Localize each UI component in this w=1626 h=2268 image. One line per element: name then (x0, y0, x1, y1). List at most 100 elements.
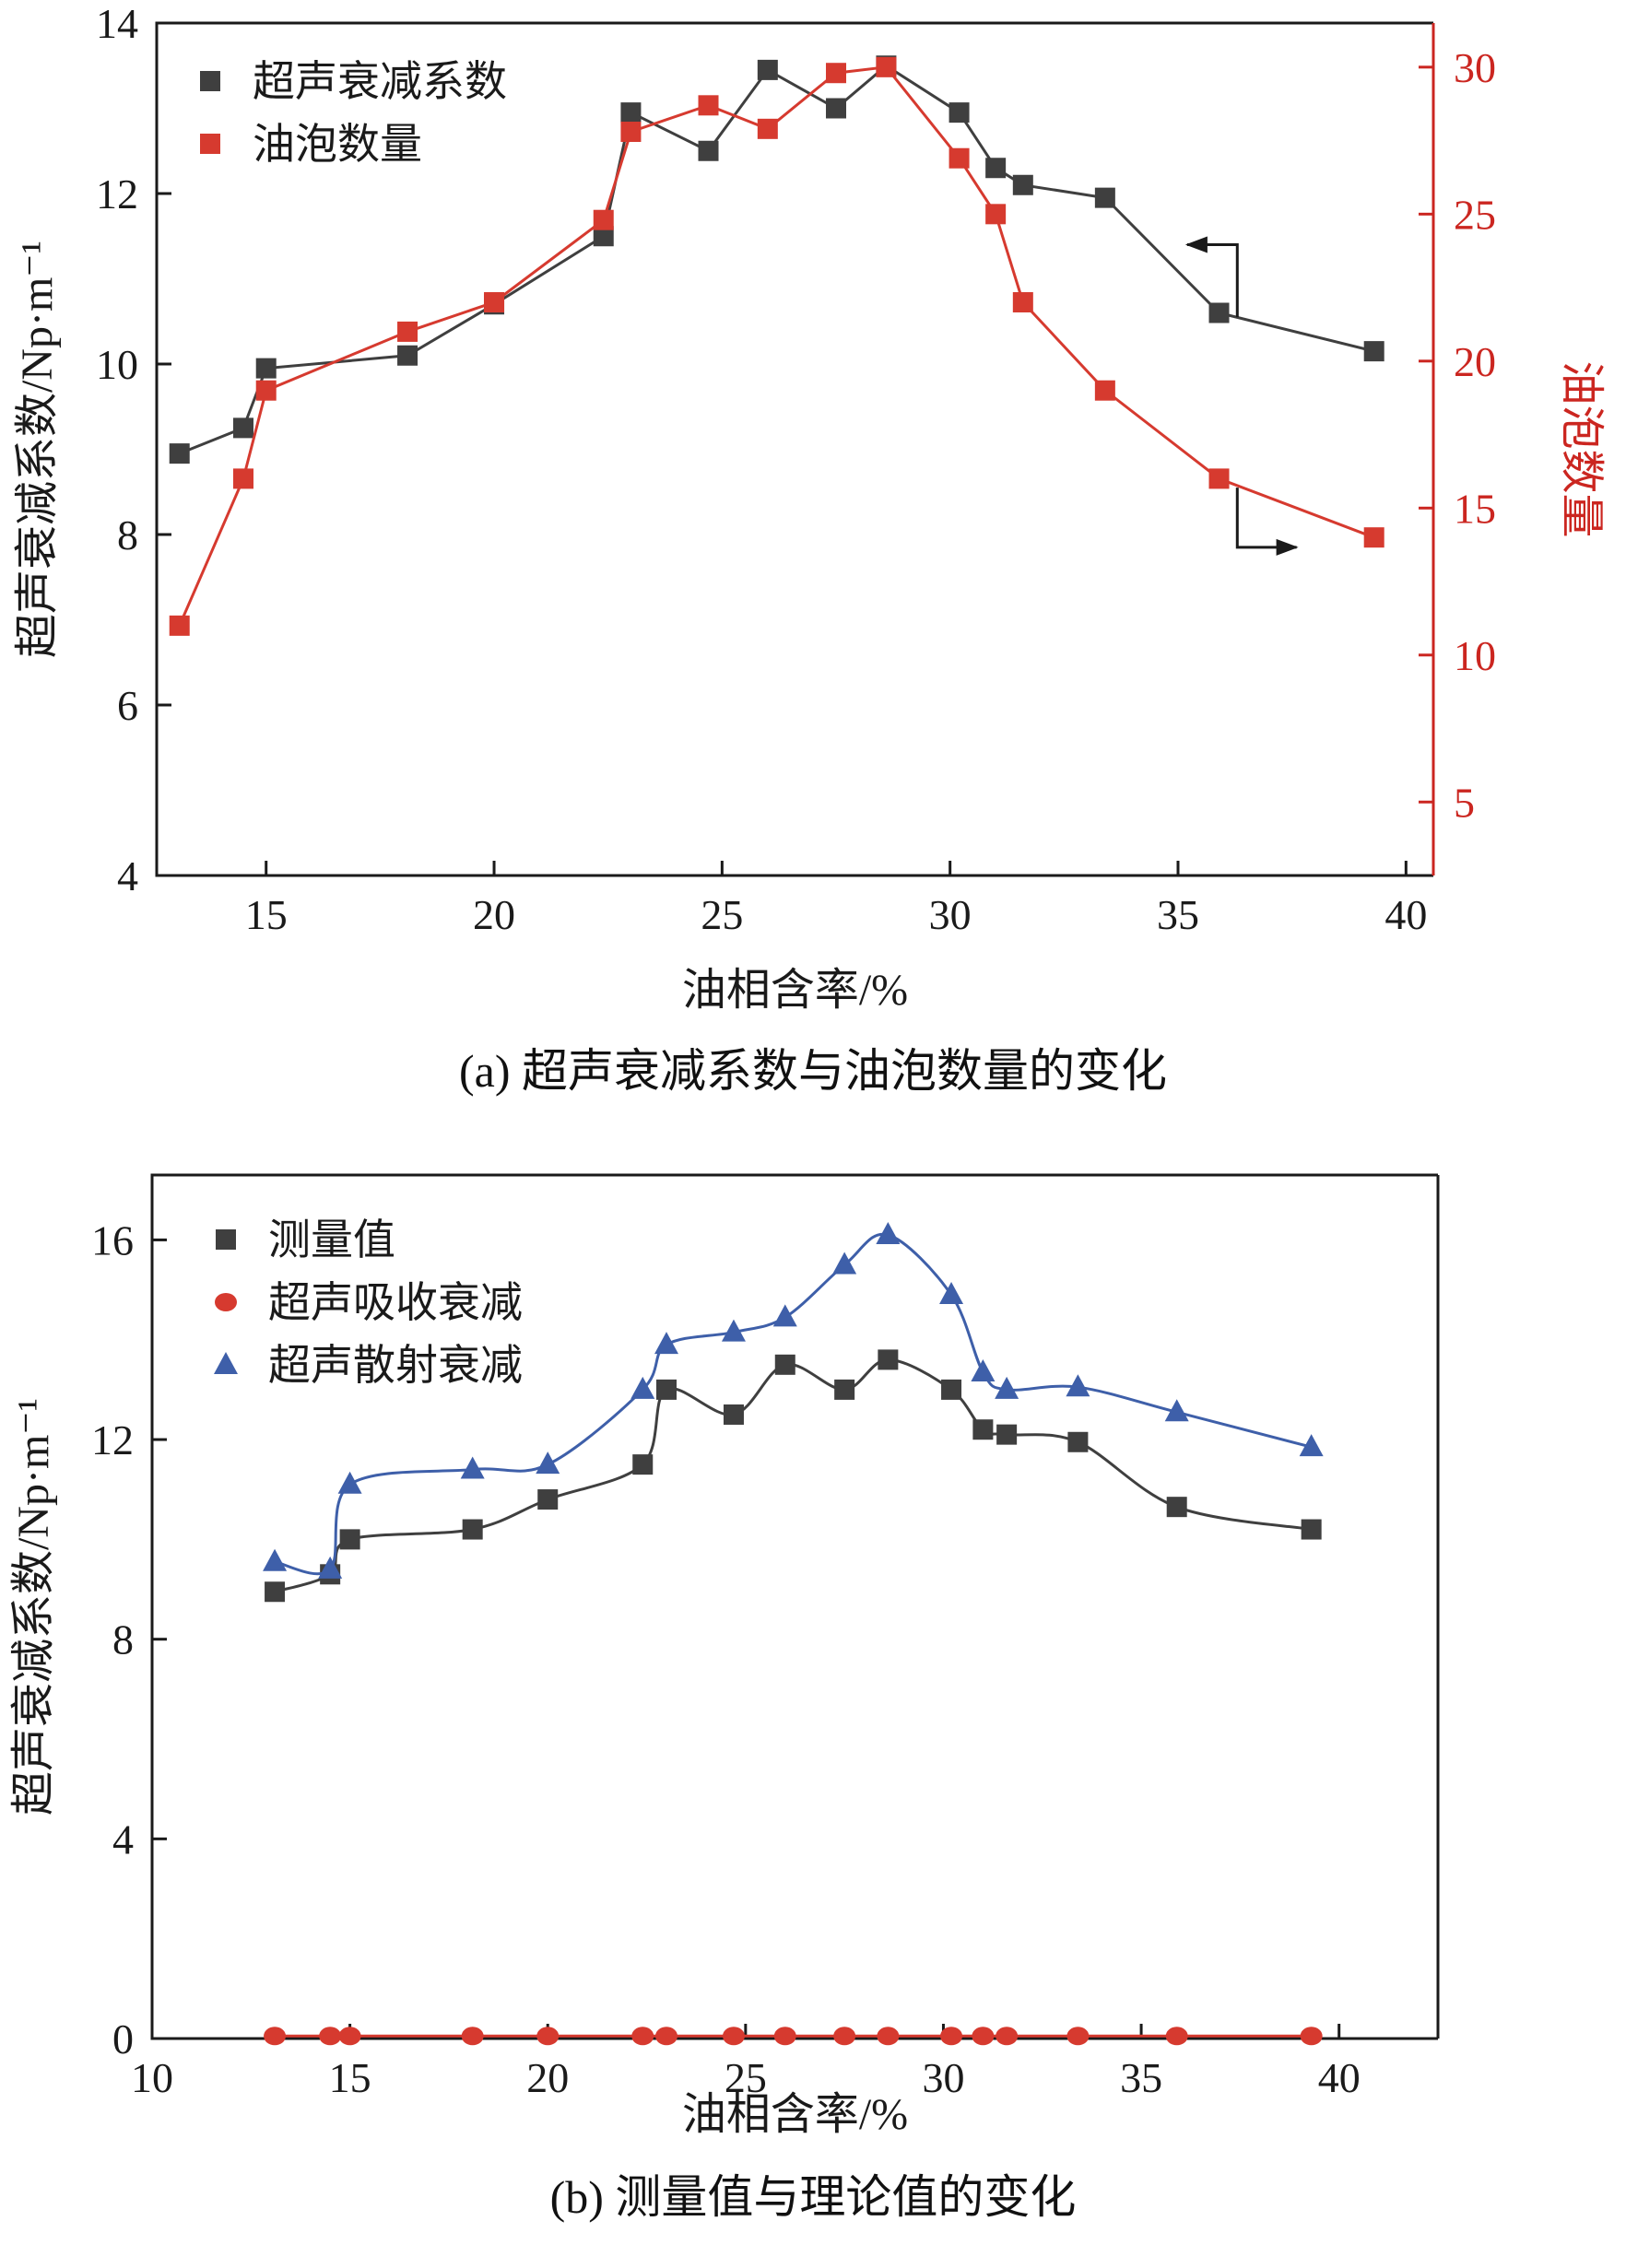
chart-b-plot: 10 15 20 25 30 35 40 0 4 8 12 16 油相含率/% 超声衰减系数/Np·m⁻¹… (9, 1173, 1440, 2139)
data-point-marker (1363, 527, 1384, 548)
x-tick-label: 15 (245, 891, 288, 938)
legend-label: 超声衰减系数 (253, 58, 507, 105)
data-point-marker (1094, 187, 1115, 208)
data-point-marker (630, 1376, 655, 1399)
data-point-marker (1066, 2027, 1090, 2046)
data-point-marker (462, 1519, 483, 1540)
data-point-marker (264, 2027, 287, 2046)
x-tick-label: 15 (329, 2054, 371, 2101)
data-point-marker (620, 122, 642, 143)
series-line-0 (274, 1357, 1312, 1593)
x-tick-label: 35 (1157, 891, 1199, 938)
right-y-tick-label: 20 (1454, 338, 1496, 385)
data-point-marker (593, 226, 614, 247)
x-tick-label: 40 (1384, 891, 1427, 938)
data-point-marker (698, 140, 719, 161)
data-point-marker (1208, 468, 1230, 489)
data-point-marker (1299, 1434, 1324, 1457)
legend-marker-icon (214, 1352, 238, 1374)
legend-label: 油泡数量 (253, 121, 422, 168)
data-point-marker (536, 1451, 560, 1475)
x-tick-label: 25 (725, 2054, 767, 2101)
figure-b-caption: (b) 测量值与理论值的变化 (549, 2171, 1077, 2223)
data-point-marker (996, 1424, 1018, 1445)
data-point-marker (337, 1471, 362, 1494)
data-point-marker (972, 2027, 995, 2046)
legend-marker-icon (215, 1293, 237, 1311)
data-point-marker (774, 1354, 795, 1375)
data-point-marker (338, 2027, 361, 2046)
y-tick-label: 4 (112, 1816, 134, 1863)
right-y-tick-label: 30 (1454, 44, 1496, 91)
data-point-marker (948, 147, 970, 169)
series-markers-2 (263, 1221, 1324, 1579)
data-point-marker (265, 1581, 286, 1603)
data-point-marker (255, 358, 277, 379)
x-tick-label: 20 (526, 2054, 569, 2101)
right-y-tick-label: 10 (1454, 632, 1496, 679)
data-point-marker (1164, 1399, 1189, 1422)
data-point-marker (169, 615, 190, 636)
data-point-marker (876, 56, 897, 77)
x-axis-title: 油相含率/% (682, 2090, 908, 2139)
x-tick-label: 35 (1120, 2054, 1162, 2101)
y-tick-label: 12 (91, 1416, 134, 1463)
data-point-marker (698, 95, 719, 116)
data-point-marker (995, 1376, 1019, 1399)
data-point-marker (834, 1379, 855, 1400)
series-markers-1 (264, 2027, 1323, 2046)
data-point-marker (723, 1404, 744, 1425)
data-point-marker (940, 2027, 963, 2046)
x-tick-label: 30 (922, 2054, 964, 2101)
data-point-marker (1012, 174, 1033, 195)
figure-a-caption: (a) 超声衰减系数与油泡数量的变化 (459, 1045, 1167, 1097)
x-tick-label: 20 (473, 891, 515, 938)
data-point-marker (833, 2027, 856, 2046)
data-point-marker (772, 1304, 797, 1327)
data-point-marker (996, 2027, 1019, 2046)
data-point-marker (397, 321, 418, 342)
data-point-marker (656, 1379, 677, 1400)
data-point-marker (1301, 1519, 1322, 1540)
plot-frame (155, 21, 1433, 877)
legend-label: 测量值 (268, 1216, 395, 1263)
arrowhead-icon (1276, 538, 1299, 556)
data-point-marker (1067, 1431, 1089, 1452)
legend-marker-icon (200, 134, 220, 154)
data-point-marker (319, 2027, 342, 2046)
data-point-marker (948, 102, 970, 123)
right-y-tick-label: 25 (1454, 191, 1496, 238)
y-tick-label: 8 (117, 511, 138, 558)
data-point-marker (655, 2027, 678, 2046)
y-axis-title: 超声衰减系数/Np·m⁻¹ (13, 241, 62, 658)
y-tick-label: 6 (117, 682, 138, 729)
data-point-marker (461, 2027, 484, 2046)
data-point-marker (318, 1556, 343, 1579)
data-point-marker (620, 102, 642, 123)
y-tick-label: 4 (117, 852, 138, 899)
data-point-marker (631, 2027, 654, 2046)
legend-marker-icon (216, 1229, 236, 1250)
data-point-marker (1208, 302, 1230, 323)
data-point-marker (826, 63, 847, 84)
data-point-marker (232, 417, 253, 439)
figure-a: 15 20 25 30 35 40 4 6 8 10 12 14 5 10 15 20 25 30 油相含率/% 超声… (0, 0, 1626, 1103)
right-y-tick-label: 15 (1454, 485, 1496, 532)
data-point-marker (757, 118, 778, 139)
data-point-marker (537, 1489, 559, 1510)
legend-label: 超声散射衰减 (268, 1342, 523, 1389)
data-point-marker (536, 2027, 560, 2046)
data-point-marker (876, 1221, 901, 1244)
data-point-marker (632, 1454, 654, 1475)
chart-a-plot: 15 20 25 30 35 40 4 6 8 10 12 14 5 10 15 20 25 30 油相含率/% 超声… (13, 0, 1606, 1015)
y-axis-title: 超声衰减系数/Np·m⁻¹ (9, 1398, 58, 1816)
data-point-marker (877, 2027, 900, 2046)
data-point-marker (232, 468, 253, 489)
y-tick-label: 12 (96, 170, 138, 217)
series-markers-0 (169, 55, 1384, 464)
data-point-marker (1165, 2027, 1188, 2046)
data-point-marker (1363, 341, 1384, 362)
data-point-marker (941, 1379, 962, 1400)
